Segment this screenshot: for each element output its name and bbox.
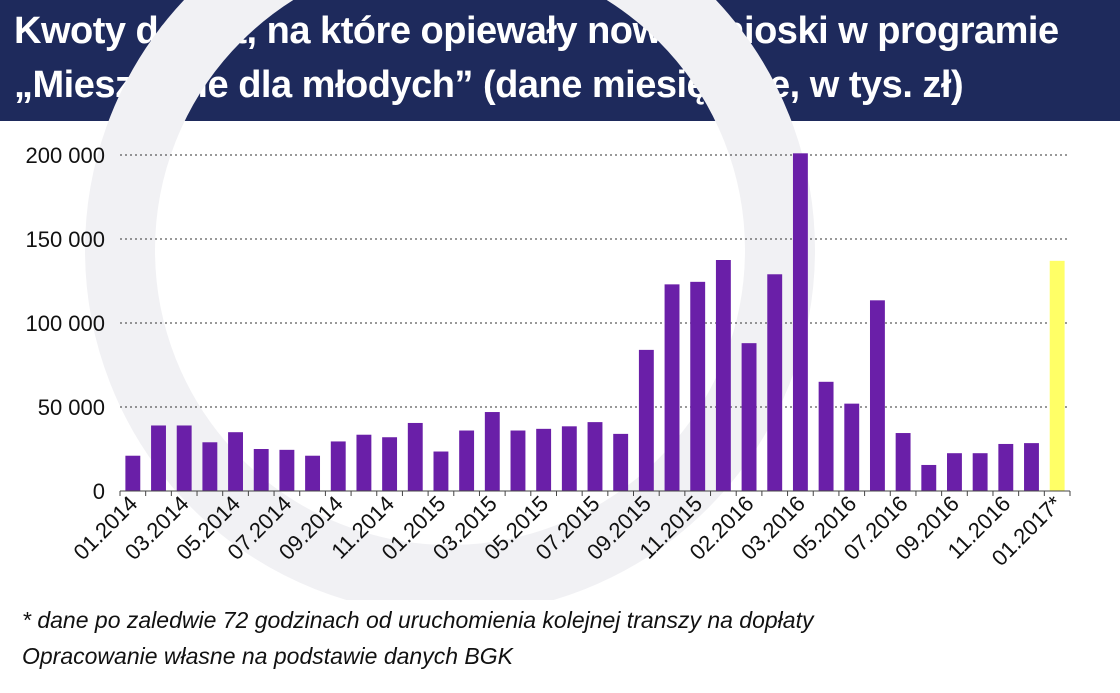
bars [125, 153, 1065, 491]
y-tick-label: 0 [93, 479, 105, 504]
bar [638, 349, 654, 491]
bar [715, 260, 731, 491]
bar [253, 449, 269, 491]
bar [125, 455, 141, 491]
background-watermark [85, 0, 815, 600]
bar [792, 153, 808, 491]
y-tick-label: 50 000 [38, 395, 105, 420]
bar [382, 437, 398, 491]
bar [613, 433, 629, 491]
bar [459, 430, 475, 491]
bar [407, 422, 423, 491]
bar [741, 343, 757, 491]
y-tick-label: 200 000 [25, 143, 105, 168]
bar [587, 422, 603, 491]
bar [202, 442, 218, 491]
bar [844, 403, 860, 491]
bar [1049, 260, 1065, 491]
bar [561, 426, 577, 491]
watermark-ring [85, 0, 815, 600]
y-axis-tick-labels: 0 50 000 100 000 150 000 200 000 [25, 143, 105, 504]
y-tick-label: 100 000 [25, 311, 105, 336]
bar [176, 425, 192, 491]
x-axis [119, 490, 1071, 496]
bar [869, 300, 885, 491]
bar [433, 451, 449, 491]
footnote: * dane po zaledwie 72 godzinach od uruch… [22, 607, 814, 633]
bar [510, 430, 526, 491]
bar [818, 381, 834, 491]
bar [484, 412, 500, 491]
bar [151, 425, 166, 491]
bar [1024, 443, 1039, 491]
bar [972, 453, 988, 491]
bar [767, 274, 783, 491]
bar [664, 284, 680, 491]
bar [998, 443, 1014, 491]
bar [947, 453, 962, 491]
bar [330, 441, 346, 491]
bar [279, 449, 295, 491]
bar [356, 434, 372, 491]
bar [536, 428, 552, 491]
gridlines [120, 154, 1070, 408]
bar [895, 433, 911, 491]
bar [690, 281, 706, 491]
source-note: Opracowanie własne na podstawie danych B… [22, 643, 513, 669]
y-tick-label: 150 000 [25, 227, 105, 252]
bar [305, 455, 321, 491]
bar [921, 464, 937, 491]
bar [228, 432, 243, 491]
